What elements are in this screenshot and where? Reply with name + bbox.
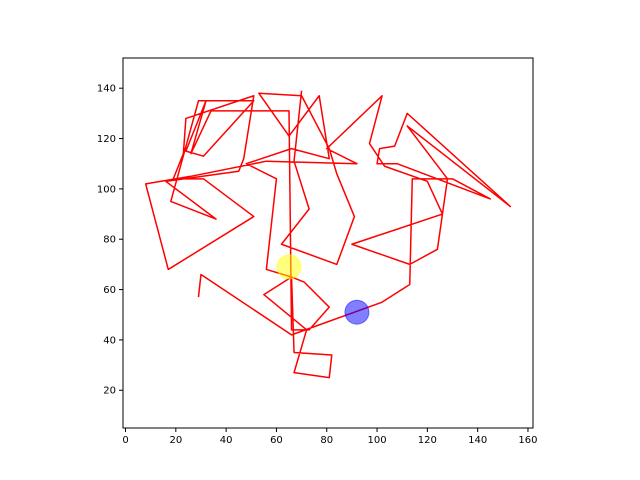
marker-1 [276,254,302,280]
y-tick-label-60: 60 [103,285,116,296]
x-tick-label-0: 0 [122,435,128,446]
y-tick-label-120: 120 [97,134,116,145]
x-tick-label-40: 40 [220,435,233,446]
x-tick-label-60: 60 [270,435,283,446]
marker-layer [276,254,370,325]
axes-frame [122,57,534,429]
series-line-0 [144,90,512,379]
plot-area [135,70,513,426]
x-tick-label-140: 140 [468,435,487,446]
foreground-shape [135,70,513,426]
y-tick-label-80: 80 [103,235,116,246]
y-axis: 20 40 60 80 100 120 140 [97,84,123,397]
x-tick-label-120: 120 [418,435,437,446]
series-layer [144,90,512,379]
x-tick-label-80: 80 [320,435,333,446]
y-tick-label-40: 40 [103,335,116,346]
marker-0 [344,299,370,325]
y-tick-label-140: 140 [97,84,116,95]
x-tick-label-20: 20 [169,435,182,446]
y-tick-label-100: 100 [97,184,116,195]
y-tick-label-20: 20 [103,386,116,397]
x-tick-label-100: 100 [368,435,387,446]
x-tick-label-160: 160 [518,435,537,446]
x-axis: 0 20 40 60 80 100 120 140 160 [122,428,538,446]
